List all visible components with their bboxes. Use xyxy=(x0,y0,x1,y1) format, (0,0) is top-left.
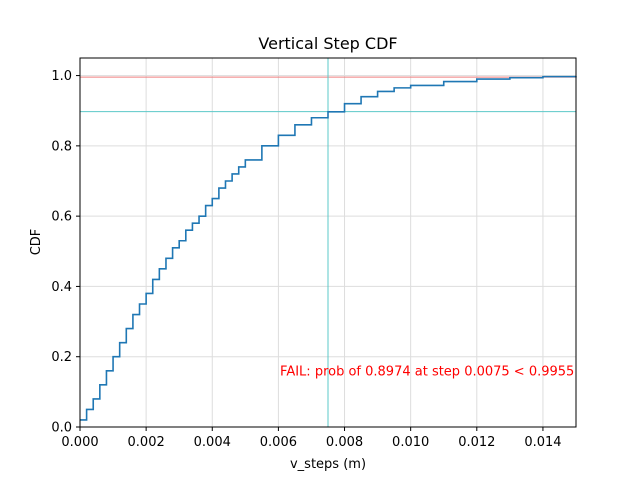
y-axis-label: CDF xyxy=(29,229,44,256)
y-tick-label-5: 1.0 xyxy=(51,69,72,84)
x-tick-label-1: 0.002 xyxy=(128,435,165,450)
x-tick-label-6: 0.012 xyxy=(458,435,495,450)
chart-title: Vertical Step CDF xyxy=(258,34,397,53)
y-tick-label-0: 0.0 xyxy=(51,421,72,436)
y-tick-label-2: 0.4 xyxy=(51,280,72,295)
y-tick-label-3: 0.6 xyxy=(51,210,72,225)
x-tick-label-2: 0.004 xyxy=(194,435,231,450)
x-tick-label-4: 0.008 xyxy=(326,435,363,450)
y-tick-label-4: 0.8 xyxy=(51,139,72,154)
y-tick-label-1: 0.2 xyxy=(51,350,72,365)
x-tick-label-7: 0.014 xyxy=(524,435,561,450)
fail-annotation: FAIL: prob of 0.8974 at step 0.0075 < 0.… xyxy=(280,364,574,379)
x-tick-label-3: 0.006 xyxy=(260,435,297,450)
y-axis-ticks: 0.0 0.2 0.4 0.6 0.8 1.0 xyxy=(51,69,80,436)
series-layer xyxy=(80,75,577,421)
x-axis-label: v_steps (m) xyxy=(290,457,366,472)
plot-frame xyxy=(79,57,577,428)
x-axis-ticks: 0.000 0.002 0.004 0.006 0.008 0.010 0.012 0.014 xyxy=(61,427,562,450)
x-tick-label-5: 0.010 xyxy=(392,435,429,450)
x-tick-label-0: 0.000 xyxy=(61,435,98,450)
cdf-series-line-0 xyxy=(80,75,577,421)
